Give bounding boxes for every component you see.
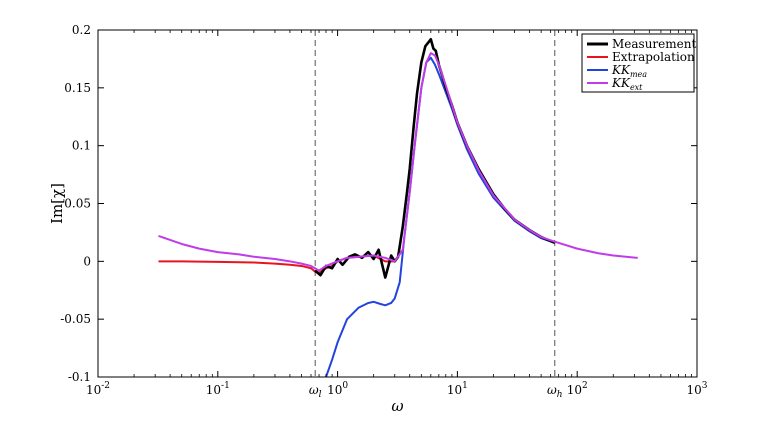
legend-label: Extrapolation xyxy=(612,50,695,64)
series-layer xyxy=(158,37,638,377)
x-tick-label: 100 xyxy=(327,381,348,397)
x-axis-label: ω xyxy=(391,397,403,415)
x-axis: 10-2 10-1 100 101 102 103 xyxy=(86,30,708,397)
reference-lines xyxy=(314,30,556,377)
legend-label: KKext xyxy=(611,76,643,92)
y-tick-label: 0.15 xyxy=(64,81,91,95)
x-tick-label: 10-1 xyxy=(206,381,230,397)
y-tick-label: -0.05 xyxy=(60,312,91,326)
reference-line-label: ωl xyxy=(309,383,322,400)
y-tick-label: 0.05 xyxy=(64,197,91,211)
y-axis-label: Im[χ] xyxy=(48,183,66,224)
x-tick-label: 10-2 xyxy=(86,381,110,397)
x-tick-label: 101 xyxy=(447,381,468,397)
y-axis: -0.1 -0.05 0 0.05 0.1 0.15 0.2 xyxy=(60,23,697,384)
legend-label: KKmea xyxy=(611,63,647,79)
y-tick-label: 0.2 xyxy=(72,23,91,37)
y-tick-label: 0 xyxy=(83,254,91,268)
x-tick-label: 103 xyxy=(686,381,707,397)
series-line-kk-ext xyxy=(158,52,638,272)
reference-line-labels: ωl ωh xyxy=(309,383,563,400)
y-tick-label: -0.1 xyxy=(68,370,91,384)
reference-line-label: ωh xyxy=(547,383,563,400)
x-tick-label: 102 xyxy=(567,381,588,397)
legend-label: Measurement xyxy=(612,37,696,51)
y-tick-label: 0.1 xyxy=(72,139,91,153)
